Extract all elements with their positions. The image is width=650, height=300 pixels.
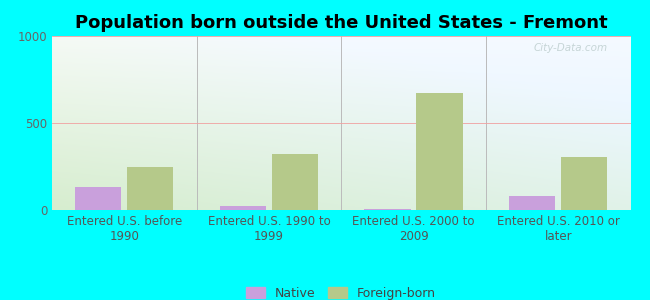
Legend: Native, Foreign-born: Native, Foreign-born bbox=[241, 282, 441, 300]
Bar bbox=[220, 206, 266, 210]
Bar bbox=[561, 157, 607, 210]
Bar bbox=[75, 188, 122, 210]
Title: Population born outside the United States - Fremont: Population born outside the United State… bbox=[75, 14, 608, 32]
Bar bbox=[509, 196, 555, 210]
Bar bbox=[417, 93, 463, 210]
Text: City-Data.com: City-Data.com bbox=[533, 43, 607, 53]
Bar bbox=[272, 154, 318, 210]
Bar bbox=[127, 167, 174, 210]
Bar bbox=[365, 208, 411, 210]
